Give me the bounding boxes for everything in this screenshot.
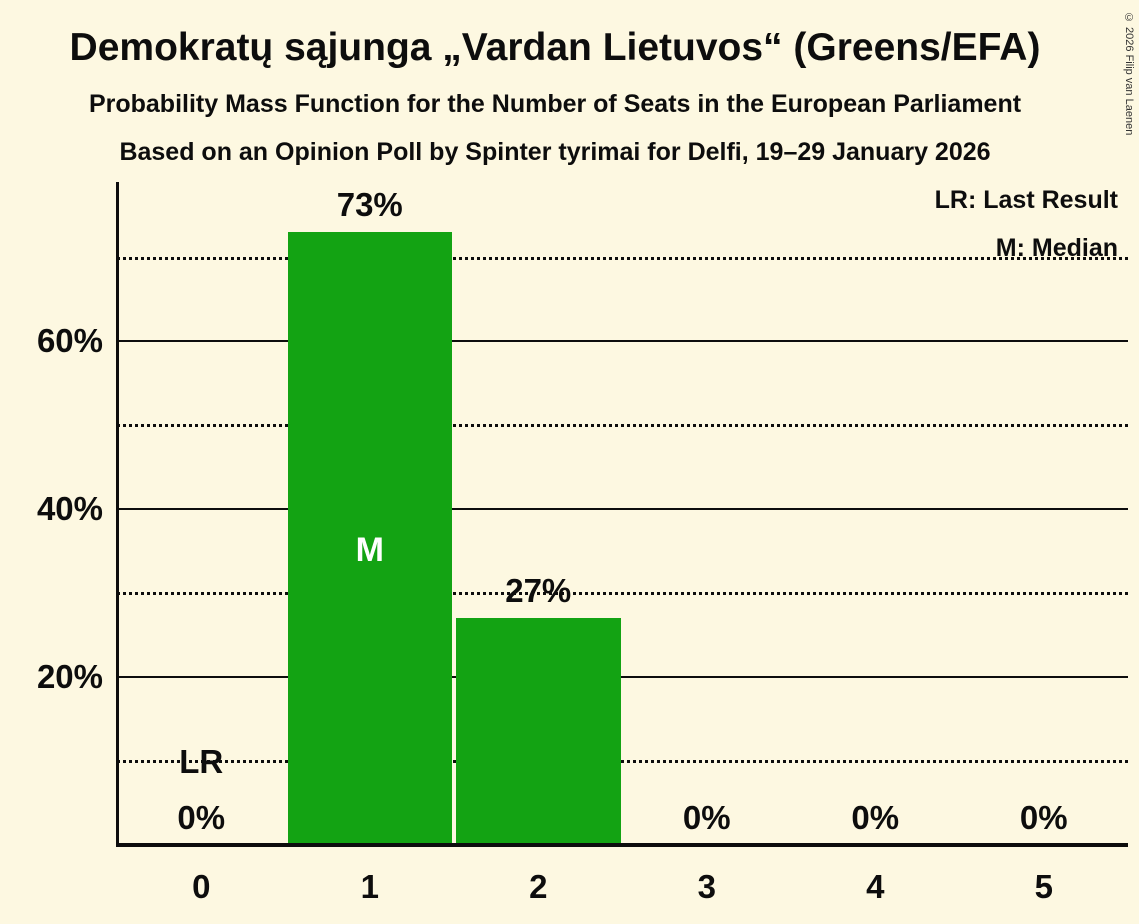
gridline-dotted-10pct	[117, 760, 1128, 764]
copyright-notice: © 2026 Filip van Laenen	[1123, 12, 1135, 136]
value-label-seats-4: 0%	[851, 799, 900, 836]
y-tick-40pct: 40%	[36, 490, 103, 528]
chart-subtitle-poll: Based on an Opinion Poll by Spinter tyri…	[119, 138, 991, 166]
median-label: M	[355, 530, 384, 569]
gridline-dotted-30pct	[117, 592, 1128, 596]
x-tick-0: 0	[192, 868, 211, 905]
value-label-seats-0: 0%	[177, 799, 226, 836]
value-label-seats-2: 27%	[505, 572, 572, 610]
chart-subtitle-function: Probability Mass Function for the Number…	[88, 90, 1022, 118]
value-label-seats-1: 73%	[336, 186, 403, 224]
x-tick-3: 3	[697, 868, 716, 905]
bar-seats-1	[287, 232, 452, 845]
gridline-dotted-70pct	[117, 256, 1128, 260]
gridline-dotted-50pct	[117, 424, 1128, 428]
value-label-seats-3: 0%	[682, 799, 731, 836]
gridline-solid-20pct	[117, 676, 1128, 679]
y-tick-60pct: 60%	[36, 322, 103, 360]
x-tick-2: 2	[529, 868, 548, 905]
bar-seats-2	[456, 618, 621, 845]
gridline-solid-60pct	[117, 340, 1128, 343]
legend-last-result: LR: Last Result	[934, 186, 1118, 214]
chart-title: Demokratų sąjunga „Vardan Lietuvos“ (Gre…	[69, 26, 1041, 69]
value-label-seats-5: 0%	[1019, 799, 1068, 836]
y-axis-line	[116, 182, 119, 846]
last-result-label: LR	[179, 743, 224, 780]
x-axis-line	[116, 843, 1128, 847]
x-tick-5: 5	[1034, 868, 1053, 905]
y-tick-20pct: 20%	[36, 658, 103, 696]
x-tick-1: 1	[360, 868, 379, 905]
gridline-solid-40pct	[117, 508, 1128, 511]
x-tick-4: 4	[866, 868, 885, 905]
